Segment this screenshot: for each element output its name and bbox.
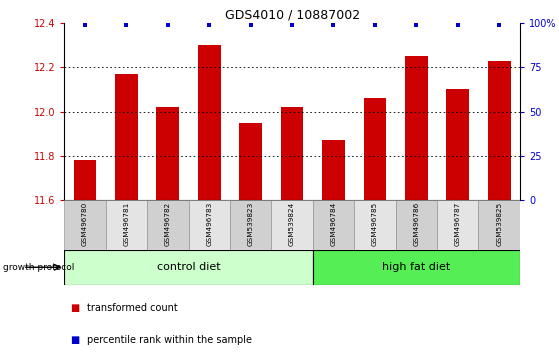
Bar [313, 200, 354, 250]
Bar [64, 200, 106, 250]
Bar [446, 89, 469, 200]
Bar [488, 61, 510, 200]
Text: growth protocol: growth protocol [3, 263, 74, 272]
Bar [106, 200, 147, 250]
Bar [115, 74, 138, 200]
Text: GSM539825: GSM539825 [496, 201, 502, 246]
Text: GSM539823: GSM539823 [248, 201, 254, 246]
Text: GSM496785: GSM496785 [372, 201, 378, 246]
Text: GSM496782: GSM496782 [165, 201, 171, 246]
Bar [479, 200, 520, 250]
Bar [363, 98, 386, 200]
Text: GSM539824: GSM539824 [289, 201, 295, 246]
Text: percentile rank within the sample: percentile rank within the sample [87, 335, 252, 345]
Text: ■: ■ [70, 335, 79, 345]
Text: GSM496787: GSM496787 [454, 201, 461, 246]
Text: GSM496784: GSM496784 [330, 201, 337, 246]
Bar [281, 107, 304, 200]
Bar [198, 45, 221, 200]
Bar [147, 200, 188, 250]
Text: GSM496780: GSM496780 [82, 201, 88, 246]
Text: control diet: control diet [157, 262, 220, 272]
Text: transformed count: transformed count [87, 303, 177, 313]
Bar [230, 200, 271, 250]
Bar [74, 160, 96, 200]
Title: GDS4010 / 10887002: GDS4010 / 10887002 [225, 9, 359, 22]
Bar [396, 200, 437, 250]
Bar [239, 122, 262, 200]
Text: GSM496783: GSM496783 [206, 201, 212, 246]
Text: ■: ■ [70, 303, 79, 313]
Bar [354, 200, 396, 250]
Bar [271, 200, 313, 250]
Bar [313, 250, 520, 285]
Bar [188, 200, 230, 250]
Text: GSM496781: GSM496781 [124, 201, 130, 246]
Bar [157, 107, 179, 200]
Text: GSM496786: GSM496786 [413, 201, 419, 246]
Bar [322, 140, 345, 200]
Bar [405, 56, 428, 200]
Bar [437, 200, 479, 250]
Text: high fat diet: high fat diet [382, 262, 451, 272]
Bar [64, 250, 313, 285]
